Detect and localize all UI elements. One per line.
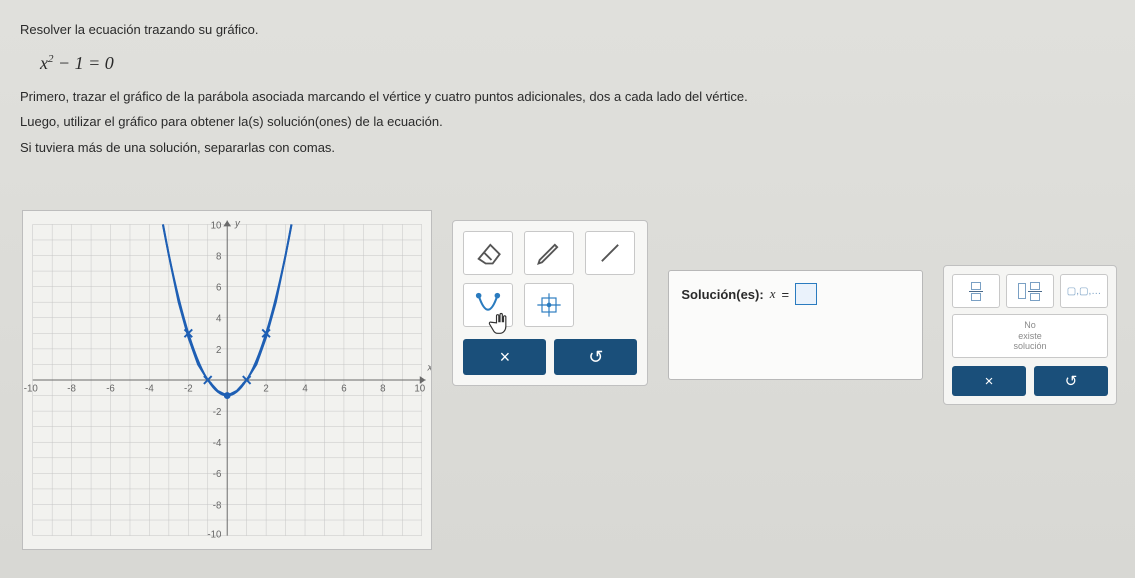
svg-text:-2: -2 xyxy=(184,384,193,395)
keypad-panel: ▢,▢,… No existe solución × ↺ xyxy=(943,265,1117,405)
svg-text:-10: -10 xyxy=(207,530,222,541)
instruction-line-3: Luego, utilizar el gráfico para obtener … xyxy=(20,112,1115,132)
graph-svg[interactable]: -10 -8 -6 -4 -2 2 4 6 8 10 10 8 6 4 2 -2… xyxy=(23,211,431,549)
svg-text:-4: -4 xyxy=(213,438,222,449)
clear-answer-button[interactable]: × xyxy=(952,366,1026,396)
tool-panel: × ↺ xyxy=(452,220,648,386)
svg-text:-6: -6 xyxy=(213,469,222,480)
equation-display: x2 − 1 = 0 xyxy=(40,50,1115,77)
hand-cursor-icon xyxy=(486,310,514,338)
solution-input[interactable] xyxy=(795,283,817,305)
svg-text:10: 10 xyxy=(211,220,222,231)
instruction-line-2: Primero, trazar el gráfico de la parábol… xyxy=(20,87,1115,107)
svg-text:4: 4 xyxy=(302,384,308,395)
svg-text:-10: -10 xyxy=(24,384,39,395)
reset-graph-button[interactable]: ↺ xyxy=(554,339,637,375)
svg-text:-8: -8 xyxy=(213,500,222,511)
solution-panel: Solución(es): x = xyxy=(668,270,923,380)
graph-panel[interactable]: -10 -8 -6 -4 -2 2 4 6 8 10 10 8 6 4 2 -2… xyxy=(22,210,432,550)
svg-text:-2: -2 xyxy=(213,407,222,418)
line-tool[interactable] xyxy=(585,231,635,275)
eraser-tool[interactable] xyxy=(463,231,513,275)
clear-graph-button[interactable]: × xyxy=(463,339,546,375)
svg-text:8: 8 xyxy=(216,251,221,262)
list-key[interactable]: ▢,▢,… xyxy=(1060,274,1108,308)
work-area: -10 -8 -6 -4 -2 2 4 6 8 10 10 8 6 4 2 -2… xyxy=(22,210,1117,550)
vertex-point xyxy=(224,392,231,399)
reset-answer-button[interactable]: ↺ xyxy=(1034,366,1108,396)
pencil-tool[interactable] xyxy=(524,231,574,275)
mixed-fraction-key[interactable] xyxy=(1006,274,1054,308)
svg-text:-4: -4 xyxy=(145,384,154,395)
instructions-block: Resolver la ecuación trazando su gráfico… xyxy=(20,20,1115,157)
x-axis-label: x xyxy=(427,362,432,373)
svg-text:6: 6 xyxy=(216,283,221,294)
equals-sign: = xyxy=(781,287,789,302)
svg-text:6: 6 xyxy=(341,384,346,395)
no-solution-key[interactable]: No existe solución xyxy=(952,314,1108,358)
parabola-tool[interactable] xyxy=(463,283,513,327)
y-axis-label: y xyxy=(234,218,241,229)
fraction-key[interactable] xyxy=(952,274,1000,308)
solution-variable: x xyxy=(770,286,776,302)
svg-text:-6: -6 xyxy=(106,384,115,395)
svg-text:8: 8 xyxy=(380,384,385,395)
svg-text:4: 4 xyxy=(216,314,222,325)
solution-label: Solución(es): xyxy=(681,287,763,302)
svg-text:2: 2 xyxy=(216,345,221,356)
point-grid-tool[interactable] xyxy=(524,283,574,327)
instruction-line-1: Resolver la ecuación trazando su gráfico… xyxy=(20,20,1115,40)
svg-text:10: 10 xyxy=(414,384,425,395)
svg-text:2: 2 xyxy=(263,384,268,395)
instruction-line-4: Si tuviera más de una solución, separarl… xyxy=(20,138,1115,158)
svg-text:-8: -8 xyxy=(67,384,76,395)
